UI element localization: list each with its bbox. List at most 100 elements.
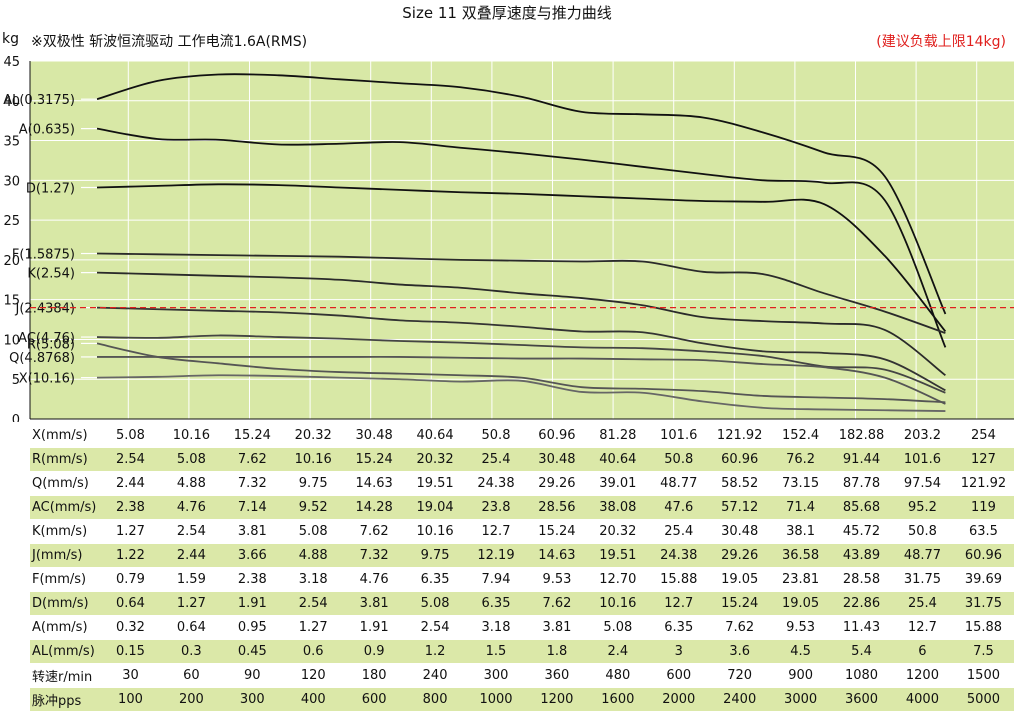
row-header: J(mm/s) [30,544,100,568]
table-cell: 7.94 [466,568,527,592]
table-cell: 2.54 [405,616,466,640]
table-cell: 1.27 [161,592,222,616]
table-cell: 60 [161,664,222,688]
table-cell: 40.64 [587,448,648,472]
table-cell: 152.4 [770,424,831,448]
table-cell: 0.79 [100,568,161,592]
table-cell: 14.63 [526,544,587,568]
table-cell: 28.56 [526,496,587,520]
table-cell: 182.88 [831,424,892,448]
table-cell: 300 [222,688,283,711]
table-cell: 15.24 [709,592,770,616]
table-cell: 28.58 [831,568,892,592]
table-cell: 23.8 [466,496,527,520]
table-cell: 19.51 [587,544,648,568]
table-cell: 5.08 [283,520,344,544]
table-cell: 3.81 [344,592,405,616]
table-cell: 0.45 [222,640,283,664]
table-cell: 90 [222,664,283,688]
table-cell: 60.96 [953,544,1014,568]
table-cell: 3.81 [526,616,587,640]
table-cell: 31.75 [953,592,1014,616]
table-cell: 10.16 [161,424,222,448]
table-cell: 600 [344,688,405,711]
table-cell: 3.81 [222,520,283,544]
table-cell: 15.88 [648,568,709,592]
y-tick-label: 45 [3,55,20,70]
table-cell: 22.86 [831,592,892,616]
table-cell: 1500 [953,664,1014,688]
table-cell: 91.44 [831,448,892,472]
table-cell: 7.32 [344,544,405,568]
table-cell: 71.4 [770,496,831,520]
table-cell: 7.62 [526,592,587,616]
table-cell: 1200 [892,664,953,688]
table-cell: 1.27 [100,520,161,544]
table-cell: 7.14 [222,496,283,520]
table-cell: 19.04 [405,496,466,520]
table-cell: 2.4 [587,640,648,664]
table-cell: 3.66 [222,544,283,568]
table-cell: 4.76 [161,496,222,520]
table-cell: 127 [953,448,1014,472]
table-cell: 101.6 [892,448,953,472]
table-cell: 5.08 [587,616,648,640]
series-label: AL(0.3175) [3,93,75,108]
row-header: F(mm/s) [30,568,100,592]
table-cell: 203.2 [892,424,953,448]
table-cell: 24.38 [648,544,709,568]
table-cell: 1.22 [100,544,161,568]
table-cell: 0.64 [100,592,161,616]
table-cell: 3000 [770,688,831,711]
table-cell: 4000 [892,688,953,711]
table-cell: 76.2 [770,448,831,472]
table-cell: 10.16 [587,592,648,616]
table-cell: 30.48 [344,424,405,448]
table-cell: 87.78 [831,472,892,496]
table-cell: 19.05 [770,592,831,616]
row-header: AC(mm/s) [30,496,100,520]
table-cell: 2.38 [100,496,161,520]
table-cell: 97.54 [892,472,953,496]
table-cell: 48.77 [892,544,953,568]
table-cell: 4.88 [283,544,344,568]
table-cell: 720 [709,664,770,688]
plot-background [30,61,1014,419]
table-cell: 2.54 [100,448,161,472]
table-cell: 48.77 [648,472,709,496]
table-cell: 19.51 [405,472,466,496]
y-tick-label: 0 [12,413,20,422]
drive-note: ※双极性 斩波恒流驱动 工作电流1.6A(RMS) [31,31,307,51]
table-cell: 30 [100,664,161,688]
table-cell: 95.2 [892,496,953,520]
row-header: X(mm/s) [30,424,100,448]
table-cell: 15.24 [222,424,283,448]
table-cell: 2400 [709,688,770,711]
table-cell: 50.8 [892,520,953,544]
table-cell: 15.88 [953,616,1014,640]
table-cell: 20.32 [587,520,648,544]
table-cell: 25.4 [892,592,953,616]
table-cell: 800 [405,688,466,711]
table-cell: 47.6 [648,496,709,520]
table-cell: 50.8 [648,448,709,472]
series-label: J(2.4384) [15,302,75,317]
table-cell: 5.08 [405,592,466,616]
table-cell: 480 [587,664,648,688]
table-cell: 12.19 [466,544,527,568]
table-cell: 180 [344,664,405,688]
table-cell: 63.5 [953,520,1014,544]
table-cell: 7.62 [344,520,405,544]
row-header: 脉冲pps [30,688,100,711]
table-cell: 1.91 [222,592,283,616]
table-cell: 119 [953,496,1014,520]
table-cell: 0.64 [161,616,222,640]
y-unit-label: kg [2,31,19,47]
table-cell: 29.26 [709,544,770,568]
table-cell: 38.08 [587,496,648,520]
table-cell: 9.52 [283,496,344,520]
